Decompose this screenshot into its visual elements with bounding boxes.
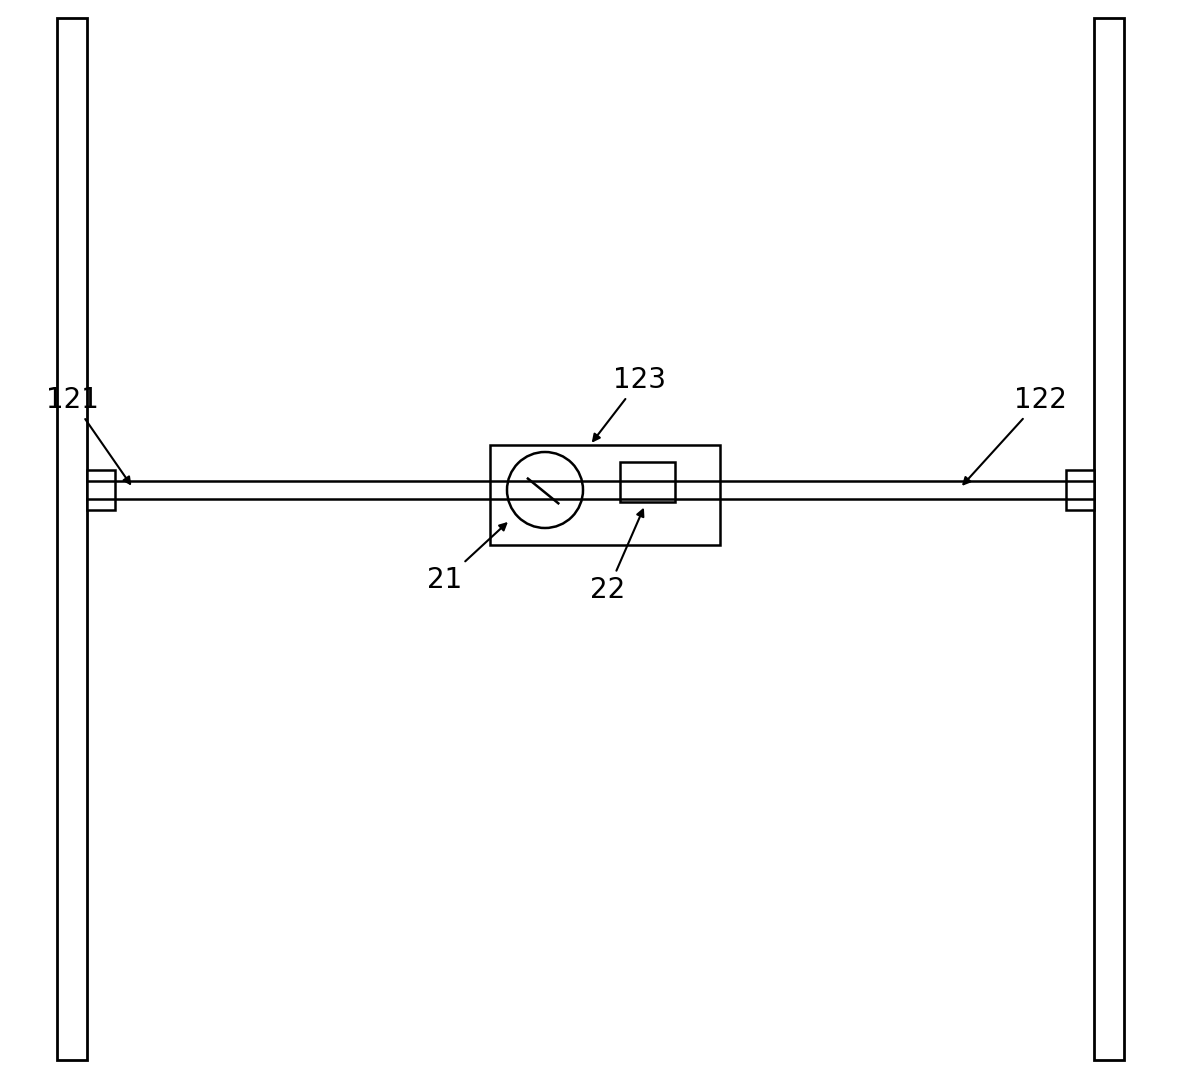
Text: 122: 122 (964, 386, 1066, 485)
Circle shape (507, 452, 583, 528)
Bar (57, 18, 87, 1060)
Bar (620, 462, 676, 502)
Bar (87, 470, 115, 510)
Bar (1066, 470, 1094, 510)
Text: 21: 21 (428, 523, 507, 595)
Text: 22: 22 (590, 509, 644, 604)
Bar (1094, 18, 1124, 1060)
Text: 123: 123 (593, 366, 666, 440)
Text: 121: 121 (46, 386, 130, 484)
Bar (490, 445, 720, 545)
